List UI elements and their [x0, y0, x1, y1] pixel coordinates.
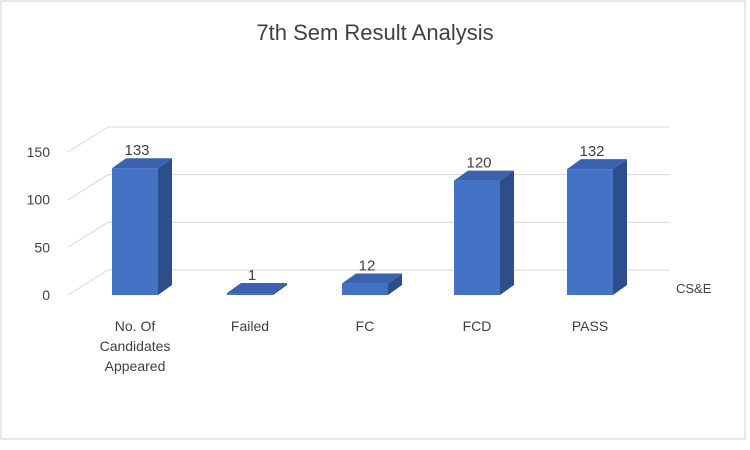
x-tick-label: PASS	[572, 318, 608, 334]
x-tick-line: No. Of	[115, 318, 156, 334]
x-axis-ticks: No. Of Candidates Appeared Failed FC FCD PASS	[100, 318, 609, 374]
data-label: 133	[124, 142, 149, 159]
bars	[112, 158, 627, 295]
x-tick-line: Appeared	[105, 358, 166, 374]
bar-front	[227, 293, 273, 295]
bar-1	[227, 283, 287, 295]
x-tick-line: Failed	[231, 318, 269, 334]
chart-title: 7th Sem Result Analysis	[256, 20, 494, 45]
bar-top	[342, 273, 402, 284]
bar-side	[500, 170, 514, 295]
bar-front	[567, 169, 613, 295]
bar-top	[227, 283, 287, 293]
bar-4	[567, 159, 627, 295]
x-tick-line: FC	[356, 318, 375, 334]
y-axis-ticks: 0 50 100 150	[27, 144, 51, 303]
y-tick-label: 50	[34, 239, 50, 255]
chart-border	[0, 0, 746, 440]
bar-side	[388, 273, 402, 295]
bar-top	[567, 159, 627, 170]
x-tick-line: FCD	[463, 318, 492, 334]
y-tick-label: 100	[27, 192, 51, 208]
x-tick-line: PASS	[572, 318, 608, 334]
data-label: 120	[466, 155, 491, 172]
bar-side	[613, 159, 627, 295]
legend: CS&E	[676, 281, 712, 296]
y-tick-label: 0	[42, 287, 50, 303]
bar-front	[454, 180, 500, 295]
y-tick-label: 150	[27, 144, 51, 160]
data-label: 1	[248, 267, 256, 284]
x-tick-label: FC	[356, 318, 375, 334]
bar-front	[342, 283, 388, 295]
bar-top	[454, 170, 514, 181]
bar-3	[454, 170, 514, 295]
bar-front	[112, 168, 158, 295]
bar-top	[112, 158, 172, 169]
grid-diagonal	[67, 174, 109, 201]
x-tick-label: No. Of Candidates Appeared	[100, 318, 171, 374]
grid-diagonal	[67, 126, 109, 153]
grid-diagonal	[67, 269, 109, 296]
x-tick-line: Candidates	[100, 338, 171, 354]
bar-side	[158, 158, 172, 295]
series-label: CS&E	[676, 281, 712, 296]
data-label: 12	[359, 258, 376, 275]
grid-diagonal	[67, 221, 109, 248]
x-tick-label: FCD	[463, 318, 492, 334]
bar-2	[342, 273, 402, 295]
data-label: 132	[579, 143, 604, 160]
data-labels: 133 1 12 120 132	[124, 142, 604, 284]
x-tick-label: Failed	[231, 318, 269, 334]
bar-0	[112, 158, 172, 295]
bar-side	[273, 283, 287, 295]
